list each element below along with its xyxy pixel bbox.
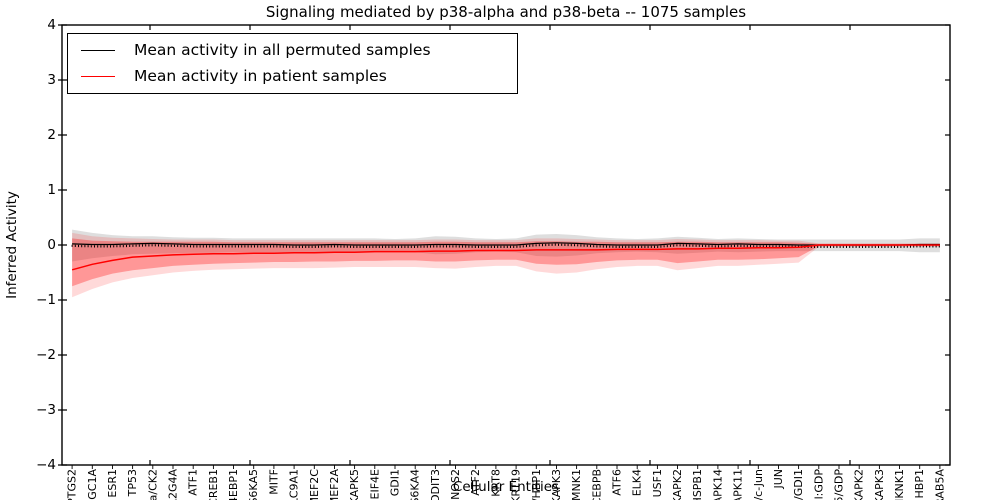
patient-mean-line	[71, 244, 940, 271]
x-tick-label: RAB5/GDP/GDI1	[792, 469, 805, 500]
x-tick-label: p38alpha-beta/MNK1	[570, 469, 583, 500]
chart-title: Signaling mediated by p38-alpha and p38-…	[265, 3, 747, 21]
x-tick-label: MAPK11	[732, 469, 745, 500]
x-tick-label: CEBPB	[590, 469, 603, 500]
x-tick-label: ESR1	[106, 469, 119, 498]
x-tick-label: p38alpha-beta/MAPKAPK2	[671, 469, 684, 500]
x-tick-label: p38alpha-beta/CK2	[146, 469, 159, 500]
x-tick-label: GDI1	[389, 469, 402, 496]
x-tick-label: ATF6	[611, 469, 624, 496]
y-tick-label: 0	[47, 237, 56, 253]
x-tick-label: p38alpha-beta/HBP1	[530, 469, 543, 500]
x-tick-label: RAB5/GDP	[833, 469, 846, 500]
x-tick-label: JUN	[772, 469, 785, 490]
x-tick-label: MAPKAPK3	[873, 469, 886, 500]
x-tick-label: ATF2	[469, 469, 482, 496]
patient-inner-band	[72, 238, 940, 287]
y-tick-label: 2	[47, 127, 56, 143]
x-tick-label: RPS6KA4	[409, 469, 422, 500]
y-tick-label: −3	[36, 402, 56, 418]
permuted-mean-line	[72, 242, 940, 246]
x-tick-label: MAPKAPK5	[348, 469, 361, 500]
x-tick-label: p38alpha-beta/MAPKAPK3	[550, 469, 563, 500]
x-tick-label: SLC9A1	[288, 469, 301, 500]
x-tick-label: ELK4	[631, 469, 644, 496]
x-tick-label: KRT19	[510, 469, 523, 500]
x-tick-label: PLA2G4A	[167, 469, 180, 500]
x-tick-label: RPS6KA5	[247, 469, 260, 500]
legend-entry-patient: Mean activity in patient samples	[68, 67, 517, 86]
x-tick-label: MEF2C	[308, 469, 321, 500]
x-tick-label: NOS2	[449, 469, 462, 500]
legend-line-swatch-red	[81, 76, 115, 77]
x-tick-label: MAPK14	[711, 469, 724, 500]
legend: Mean activity in all permuted samples Me…	[67, 33, 518, 94]
y-tick-labels: 4 3 2 1 0 −1 −2 −3 −4	[28, 0, 56, 500]
x-tick-label: PPARGC1A	[86, 469, 99, 500]
y-tick-label: −1	[36, 292, 56, 308]
y-axis-label: Inferred Activity	[4, 191, 20, 299]
x-tick-label: mol:GDP	[812, 469, 825, 500]
x-tick-label: ATF2/c-Jun	[752, 469, 765, 500]
x-tick-label: MKNK1	[893, 469, 906, 500]
x-tick-label: RAB5A	[933, 469, 946, 500]
legend-label-permuted: Mean activity in all permuted samples	[134, 41, 431, 59]
x-axis-label: Cellular Entities	[452, 479, 560, 495]
legend-line-swatch-black	[81, 50, 115, 51]
legend-entry-permuted: Mean activity in all permuted samples	[68, 41, 517, 60]
x-tick-label: CREB1	[207, 469, 220, 500]
y-tick-label: 1	[47, 182, 56, 198]
x-tick-label: HBP1	[913, 469, 926, 498]
legend-label-patient: Mean activity in patient samples	[134, 67, 387, 85]
y-tick-label: 3	[47, 72, 56, 88]
x-tick-label: TP53	[126, 469, 139, 497]
x-tick-label: HSPB1	[691, 469, 704, 500]
x-tick-label: KRT8	[489, 469, 502, 497]
x-tick-label: EIF4E	[368, 469, 381, 500]
x-tick-label: PTGS2	[66, 469, 79, 500]
y-tick-label: 4	[47, 17, 56, 33]
x-tick-label: USF1	[651, 469, 664, 497]
y-tick-label: −4	[36, 457, 56, 473]
x-tick-label: MITF	[267, 469, 280, 495]
permuted-line-markers	[71, 243, 940, 248]
x-tick-label: MAPKAPK2	[853, 469, 866, 500]
x-tick-label: MEF2A	[328, 469, 341, 500]
x-tick-label: ATF1	[187, 469, 200, 496]
x-tick-label: DDIT3	[429, 469, 442, 500]
x-tick-label: EIF4EBP1	[227, 469, 240, 500]
y-tick-label: −2	[36, 347, 56, 363]
